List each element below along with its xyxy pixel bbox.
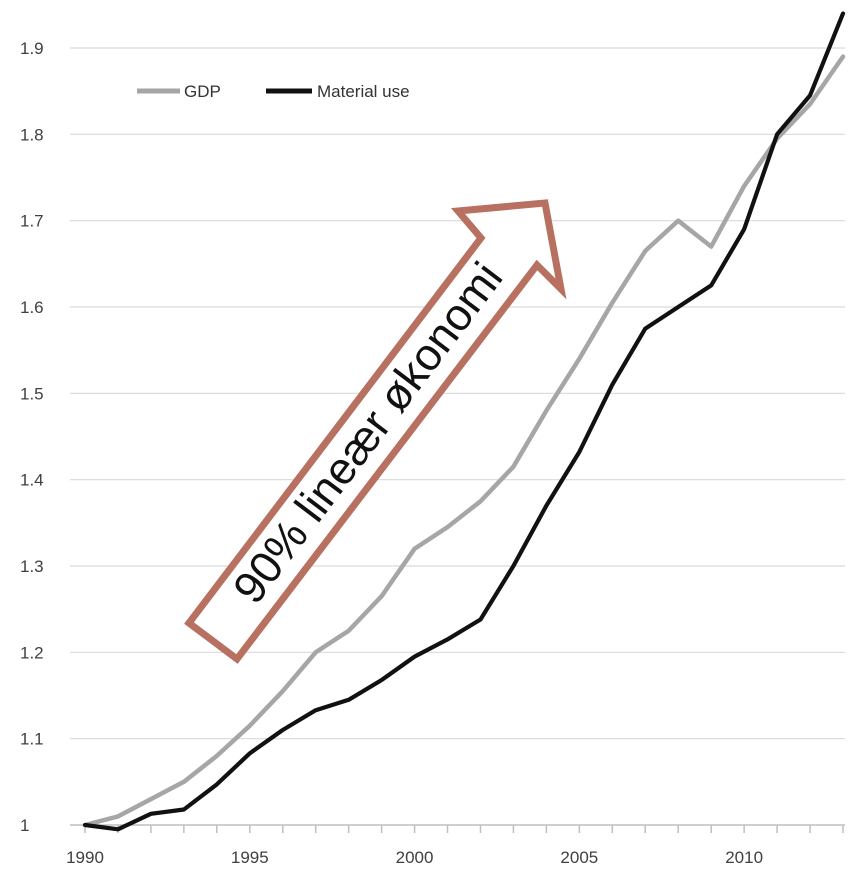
- series-line-material-use: [82, 11, 846, 832]
- y-tick-label: 1.1: [20, 730, 44, 749]
- y-tick-label: 1.2: [20, 643, 44, 662]
- x-tick-label: 2005: [560, 848, 598, 867]
- y-tick-label: 1.8: [20, 125, 44, 144]
- y-tick-label: 1.3: [20, 557, 44, 576]
- series-lines: [82, 11, 846, 832]
- arrow-outline: [184, 199, 567, 664]
- x-axis-tick-labels: 1990 1995 2000 2005 2010: [66, 848, 763, 867]
- legend-label-material-use: Material use: [317, 82, 410, 101]
- y-tick-label: 1.5: [20, 384, 44, 403]
- legend-label-gdp: GDP: [184, 82, 221, 101]
- y-axis-tick-labels: 1 1.1 1.2 1.3 1.4 1.5 1.6 1.7 1.8 1.9: [20, 39, 44, 835]
- x-tick-label: 2010: [725, 848, 763, 867]
- y-tick-label: 1.4: [20, 471, 44, 490]
- x-tick-label: 1995: [231, 848, 269, 867]
- series-line-gdp: [82, 54, 846, 828]
- legend: GDP Material use: [137, 82, 410, 101]
- x-axis: [70, 824, 845, 833]
- y-tick-label: 1.6: [20, 298, 44, 317]
- x-tick-label: 1990: [66, 848, 104, 867]
- y-tick-label: 1: [20, 816, 29, 835]
- y-tick-label: 1.7: [20, 212, 44, 231]
- annotation-arrow: 90% lineær økonomi: [184, 199, 567, 664]
- y-tick-label: 1.9: [20, 39, 44, 58]
- x-tick-label: 2000: [396, 848, 434, 867]
